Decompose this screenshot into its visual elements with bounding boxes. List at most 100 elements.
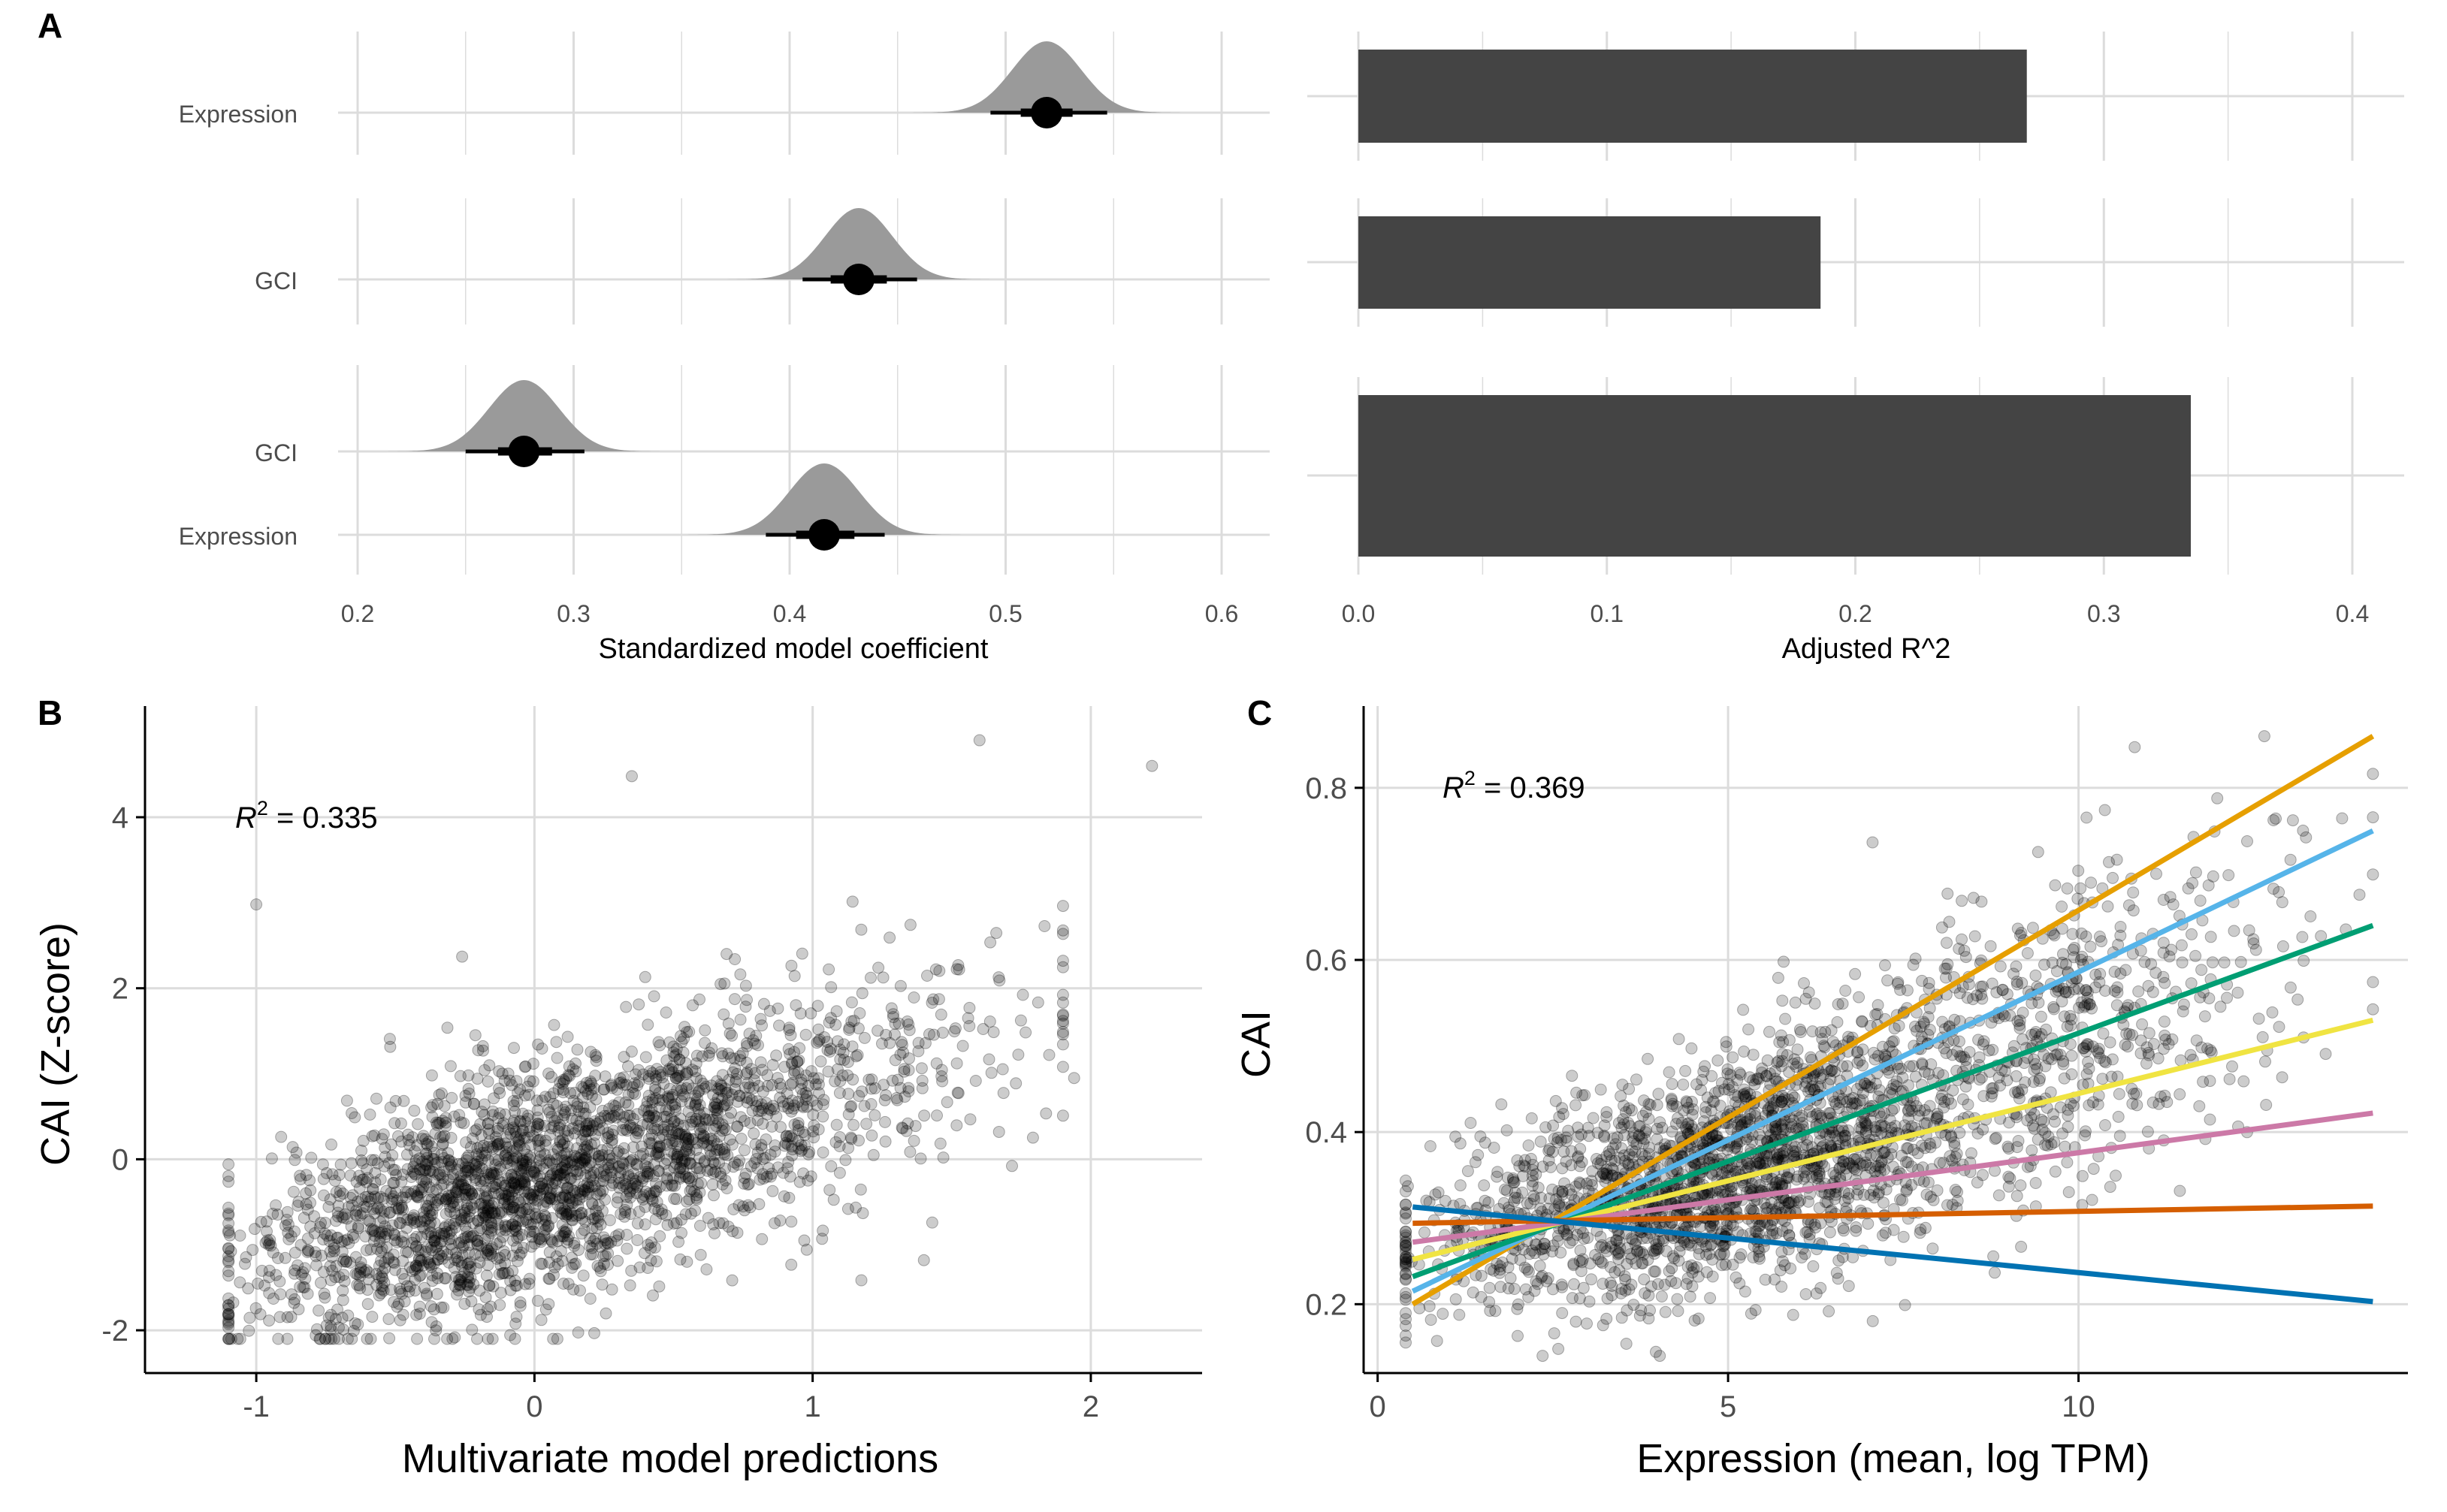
data-point: [726, 1029, 739, 1042]
data-point: [361, 1298, 374, 1311]
data-point: [483, 1135, 496, 1148]
data-point: [572, 1326, 585, 1338]
data-point: [794, 1007, 807, 1020]
data-point: [763, 1004, 776, 1017]
data-point: [793, 1175, 806, 1188]
data-point: [926, 1216, 938, 1229]
data-point: [458, 1204, 471, 1217]
data-point: [757, 1085, 769, 1098]
data-point: [443, 1154, 455, 1167]
data-point: [597, 1104, 609, 1117]
data-point: [385, 1187, 397, 1200]
data-point: [734, 1013, 747, 1026]
data-point: [1984, 940, 1997, 952]
data-point: [2234, 955, 2247, 968]
data-point: [455, 1169, 467, 1182]
data-point: [674, 1112, 687, 1125]
data-point: [358, 1200, 370, 1213]
data-point: [452, 1179, 464, 1191]
data-point: [2127, 886, 2140, 899]
data-point: [811, 1000, 824, 1013]
data-point: [543, 1154, 555, 1166]
data-point: [441, 1332, 454, 1345]
data-point: [637, 1148, 649, 1160]
data-point: [518, 1061, 531, 1073]
data-point: [712, 1116, 724, 1129]
data-point: [559, 1106, 572, 1118]
data-point: [1881, 974, 1894, 987]
data-point: [902, 1064, 915, 1076]
data-point: [1655, 1290, 1668, 1302]
data-point: [741, 994, 753, 1006]
data-point: [308, 1227, 321, 1239]
data-point: [630, 1130, 642, 1143]
data-point: [505, 1181, 518, 1194]
data-point: [2267, 814, 2280, 826]
data-point: [351, 1209, 364, 1222]
data-point: [2222, 869, 2235, 882]
data-point: [739, 1000, 752, 1013]
data-point: [1799, 1288, 1812, 1300]
data-point: [627, 1081, 639, 1094]
data-point: [1560, 1155, 1572, 1168]
data-point: [473, 1284, 486, 1297]
data-point: [322, 1200, 335, 1213]
data-point: [818, 1031, 831, 1043]
data-point: [624, 1185, 636, 1198]
data-point: [805, 1170, 817, 1183]
data-point: [747, 1034, 760, 1046]
data-point: [631, 1179, 644, 1192]
data-point: [2014, 1179, 2027, 1192]
data-point: [458, 1297, 471, 1310]
data-point: [894, 1049, 907, 1061]
data-point: [452, 1177, 465, 1190]
data-point: [585, 1075, 597, 1088]
data-point: [459, 1231, 472, 1244]
data-point: [354, 1266, 366, 1279]
data-point: [671, 1153, 684, 1165]
data-point: [1146, 759, 1159, 772]
data-point: [985, 1067, 998, 1079]
data-point: [362, 1266, 375, 1279]
data-point: [851, 1049, 864, 1061]
data-point: [921, 970, 933, 982]
data-point: [841, 1203, 854, 1215]
data-point: [482, 1154, 494, 1166]
data-point: [430, 1199, 443, 1212]
data-point: [410, 1260, 422, 1272]
data-point: [530, 1121, 543, 1133]
data-point: [463, 1088, 476, 1100]
data-point: [588, 1326, 600, 1339]
data-point: [782, 1043, 795, 1055]
data-point: [2367, 976, 2379, 988]
data-point: [833, 1087, 846, 1100]
data-point: [360, 1244, 373, 1257]
data-point: [667, 1218, 680, 1230]
data-point: [482, 1141, 494, 1154]
data-point: [808, 1131, 820, 1144]
data-point: [639, 1051, 652, 1064]
data-point: [2119, 964, 2132, 976]
data-point: [524, 1151, 536, 1163]
data-point: [469, 1029, 482, 1042]
data-point: [579, 1184, 591, 1197]
data-point: [313, 1304, 325, 1317]
data-point: [1577, 1281, 1590, 1294]
data-point: [424, 1257, 437, 1270]
data-point: [1715, 1259, 1728, 1272]
data-point: [1600, 1106, 1613, 1118]
data-point: [1918, 1117, 1931, 1130]
data-point: [722, 1017, 735, 1030]
data-point: [428, 1158, 441, 1171]
data-point: [576, 1191, 589, 1203]
data-point: [800, 1243, 813, 1256]
data-point: [639, 970, 651, 983]
data-point: [548, 1019, 560, 1031]
data-point: [361, 1284, 374, 1296]
data-point: [1056, 961, 1069, 973]
data-point: [1738, 1046, 1751, 1058]
data-point: [461, 1278, 474, 1291]
data-point: [2013, 1014, 2026, 1027]
data-point: [455, 1116, 467, 1129]
